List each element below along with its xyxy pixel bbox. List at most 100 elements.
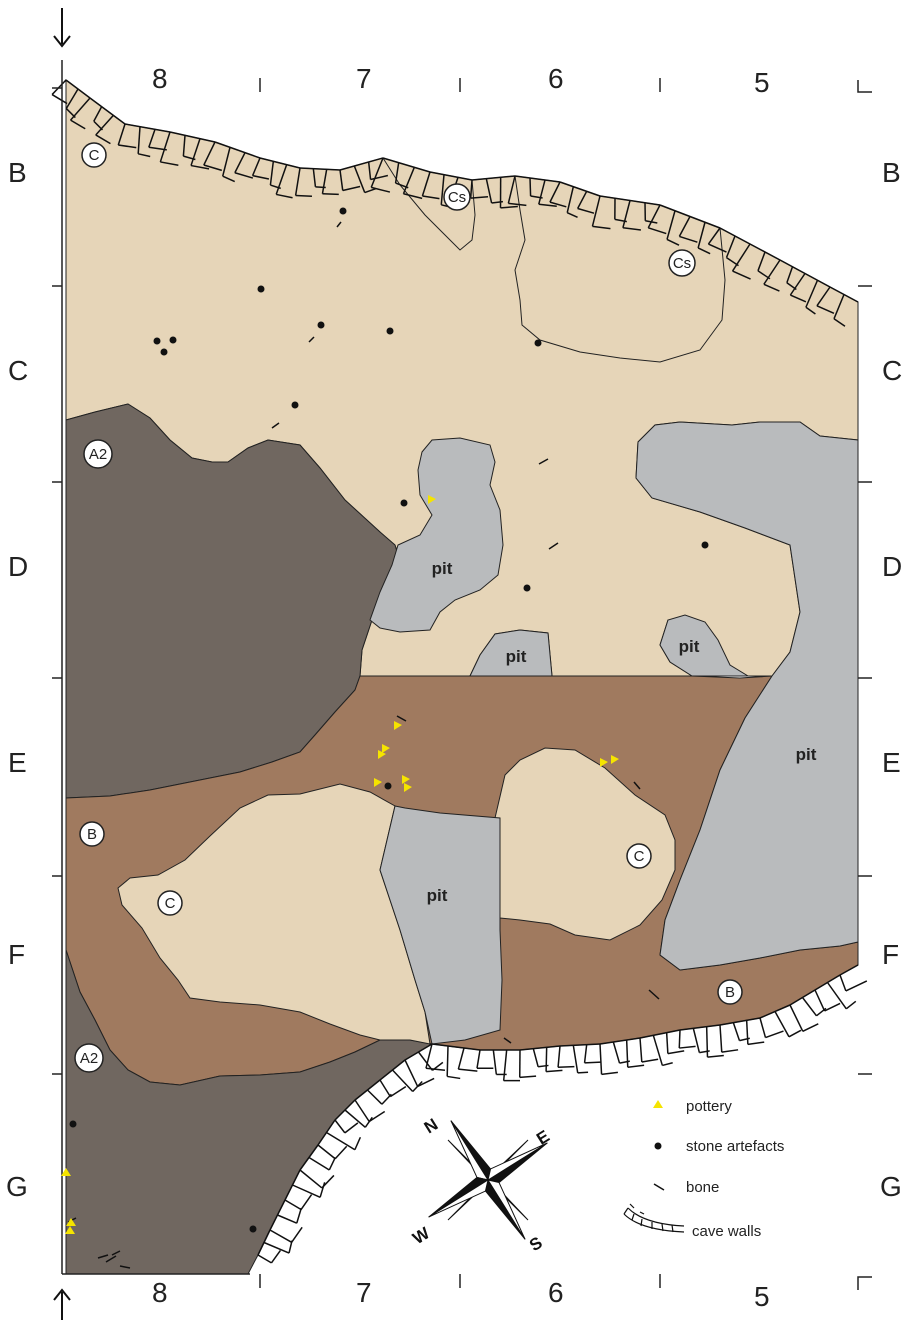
- pottery: [428, 495, 436, 504]
- cave-wall-segment: [389, 1086, 407, 1098]
- cave-wall-tick: [502, 1049, 508, 1081]
- zone-label-a2-bottom: A2: [74, 1043, 104, 1073]
- compass-n-label: N: [421, 1115, 441, 1138]
- cave-wall-segment: [577, 1071, 589, 1074]
- cave-wall-segment: [425, 1067, 446, 1071]
- cave-wall-edge: [299, 1144, 319, 1171]
- cave-wall-segment: [699, 1050, 710, 1054]
- col-label-top-6: 6: [548, 63, 564, 94]
- cave-wall-tick: [275, 164, 288, 195]
- cave-wall-tick: [816, 286, 831, 307]
- cave-wall-tick: [759, 1017, 767, 1038]
- cave-wall-edge: [354, 1079, 381, 1101]
- cave-wall-segment: [70, 119, 86, 130]
- zone-label-c-right: C: [626, 843, 652, 869]
- cs-boundary-2: [514, 175, 726, 363]
- cave-wall-segment: [417, 1077, 435, 1088]
- cave-wall-tick: [269, 1229, 293, 1243]
- cave-wall-segment: [732, 270, 751, 280]
- cave-wall-tick: [391, 1069, 414, 1093]
- cave-wall-segment: [802, 1023, 819, 1032]
- cave-wall-segment: [500, 205, 518, 209]
- cave-wall-tick: [404, 1059, 419, 1087]
- cave-wall-tick: [469, 179, 473, 199]
- cave-wall-tick: [786, 266, 794, 284]
- cave-wall-edge: [659, 204, 721, 229]
- stone-artefact: [160, 348, 168, 356]
- cave-wall-segment: [546, 1069, 563, 1073]
- pit-label-3: pit: [679, 637, 700, 656]
- stone-artefact: [169, 336, 177, 344]
- pit-5: [379, 805, 503, 1045]
- cave-wall-edge: [719, 227, 781, 261]
- cave-wall-tick: [666, 210, 676, 240]
- cave-wall-tick: [731, 243, 751, 272]
- cave-wall-edge: [599, 1037, 641, 1045]
- pit-4: [635, 421, 859, 971]
- cave-wall-tick: [440, 174, 445, 205]
- cave-wall-segment: [549, 201, 567, 208]
- cave-wall-edge: [269, 1199, 286, 1231]
- cave-wall-tick: [269, 161, 275, 186]
- cave-wall-tick: [839, 974, 847, 992]
- cave-wall-segment: [364, 1116, 373, 1128]
- cave-wall-segment: [765, 1030, 784, 1039]
- cave-wall-segment: [295, 194, 312, 197]
- pit-2: [469, 629, 553, 677]
- cave-wall-segment: [270, 1249, 282, 1264]
- cave-wall-segment: [833, 318, 846, 327]
- cave-wall-edge: [317, 1119, 336, 1146]
- cave-wall-segment: [662, 1062, 673, 1067]
- cave-wall-edge: [404, 1043, 433, 1061]
- cave-wall-segment: [679, 235, 698, 243]
- cave-wall-edge: [559, 1043, 601, 1047]
- cave-wall-edge: [829, 286, 859, 303]
- cave-wall-segment: [558, 1065, 575, 1069]
- arrow-up-icon: [53, 1288, 71, 1320]
- svg-text:Cs: Cs: [448, 189, 466, 206]
- bone: [271, 422, 280, 429]
- frame-corner-br: [857, 1276, 872, 1290]
- cave-wall-tick: [492, 1049, 498, 1075]
- bone: [538, 458, 549, 465]
- cave-wall-tick: [457, 1047, 465, 1070]
- cave-wall-tick: [476, 1049, 481, 1069]
- cave-wall-segment: [447, 1075, 461, 1080]
- cave-wall-tick: [317, 1144, 336, 1160]
- cave-wall-tick: [148, 129, 156, 148]
- cave-wall-tick: [117, 123, 126, 146]
- cave-wall-tick: [394, 162, 400, 184]
- cave-wall-tick: [622, 200, 631, 228]
- cave-wall-segment: [788, 1029, 802, 1038]
- cave-wall-segment: [747, 1041, 765, 1046]
- cave-wall-edge: [89, 97, 126, 125]
- pottery: [66, 1218, 76, 1226]
- cave-wall-edge: [814, 974, 841, 991]
- cave-wall-segment: [321, 1174, 335, 1189]
- cave-wall-tick: [763, 259, 781, 285]
- cave-wall-segment: [470, 196, 489, 199]
- cave-wall-segment: [648, 227, 667, 235]
- svg-text:A2: A2: [80, 1050, 98, 1067]
- cave-wall-tick: [583, 1044, 588, 1063]
- cave-wall-tick: [678, 1029, 681, 1049]
- row-label-right-g: G: [880, 1171, 902, 1202]
- cave-wall-segment: [458, 1068, 478, 1072]
- stone-artefact: [534, 339, 542, 347]
- cave-wall-tick: [93, 106, 103, 122]
- cave-wall-tick: [367, 161, 372, 180]
- bone: [648, 989, 660, 1000]
- cave-wall-tick: [366, 1089, 383, 1105]
- pottery: [374, 778, 382, 787]
- pit-1: [369, 437, 504, 633]
- zone-label-c-top: C: [81, 142, 107, 168]
- legend: pottery stone artefacts bone cave walls: [623, 1098, 784, 1240]
- cave-wall-segment: [577, 207, 595, 214]
- row-label-left-c: C: [8, 355, 28, 386]
- row-label-left-g: G: [6, 1171, 28, 1202]
- cave-wall-segment: [667, 1050, 685, 1055]
- cave-wall-tick: [538, 179, 546, 205]
- cave-wall-tick: [745, 1020, 749, 1045]
- stone-artefact: [249, 1225, 257, 1233]
- row-label-left-b: B: [8, 157, 27, 188]
